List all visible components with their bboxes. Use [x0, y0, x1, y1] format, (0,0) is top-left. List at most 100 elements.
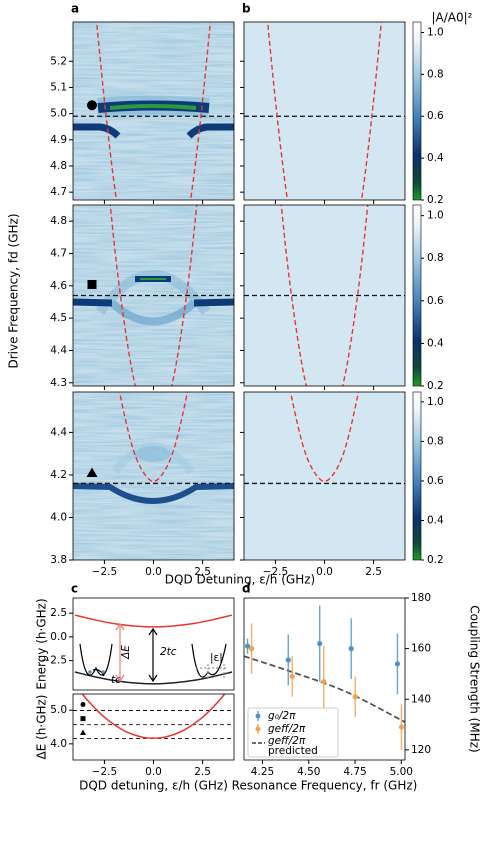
legend-marker — [255, 713, 261, 719]
marker-square — [87, 280, 97, 289]
colorbar-tick-label: 0.6 — [427, 475, 444, 487]
y-tick-label: −2.5 — [42, 655, 68, 667]
legend-marker — [255, 726, 261, 732]
marker-triangle — [86, 467, 98, 477]
x-axis-label: Resonance Frequency, fr (GHz) — [232, 779, 418, 793]
y-tick-label: 4.7 — [50, 247, 67, 259]
colorbar-tick-label: 1.0 — [427, 396, 444, 408]
marker-triangle — [80, 729, 86, 735]
x-tick-label: 0.0 — [145, 766, 162, 778]
annotation: 2tc — [160, 646, 177, 658]
frame — [72, 693, 235, 761]
y-tick-label: 140 — [411, 693, 431, 705]
y-tick-label: 4.0 — [50, 511, 67, 523]
colorbar-tick-label: 1.0 — [427, 26, 444, 38]
model-curve — [266, 22, 383, 200]
panel-label: a — [71, 2, 79, 16]
y-tick-label: 160 — [411, 643, 431, 655]
heatmap-background — [244, 22, 405, 200]
x-tick-label: 4.25 — [251, 766, 274, 778]
line-series — [81, 694, 226, 739]
y-tick-label: 4.0 — [50, 738, 67, 750]
data-point — [398, 724, 405, 730]
marker-circle — [80, 702, 86, 707]
x-tick-label: 5.00 — [390, 766, 413, 778]
x-tick-label: −2.5 — [92, 766, 118, 778]
y-axis-label: Coupling Strength (MHz) — [468, 605, 482, 752]
colorbar-label: |A/A0|² — [432, 11, 473, 25]
marker-square — [80, 716, 86, 722]
colorbar-tick-label: 0.8 — [427, 252, 444, 264]
marker-circle — [87, 100, 97, 111]
legend-box — [247, 707, 339, 758]
y-tick-label: 4.3 — [50, 377, 67, 389]
y-tick-label: 4.2 — [50, 469, 67, 481]
colorbar-tick-label: 0.4 — [427, 514, 444, 526]
y-tick-label: 180 — [411, 592, 431, 604]
y-tick-label: 5.1 — [50, 81, 67, 93]
colorbar — [412, 21, 422, 201]
x-tick-label: 0.0 — [316, 566, 333, 578]
y-tick-label: 5.0 — [50, 108, 67, 120]
x-tick-label: 4.50 — [297, 766, 320, 778]
colorbar-tick-label: 0.6 — [427, 110, 444, 122]
x-axis-label: DQD Detuning, ε/h (GHz) — [165, 573, 315, 587]
colorbar-tick-label: 1.0 — [427, 210, 444, 222]
data-point — [317, 640, 323, 647]
data-point — [285, 657, 291, 663]
heatmap-background — [244, 392, 405, 560]
panel-label: b — [242, 2, 251, 16]
colorbar-tick-label: 0.6 — [427, 295, 444, 307]
y-tick-label: 5.2 — [50, 55, 67, 67]
model-curve — [95, 22, 212, 200]
x-tick-label: 0.0 — [145, 566, 162, 578]
data-point — [244, 643, 251, 649]
y-tick-label: 3.8 — [50, 554, 67, 566]
data-point — [352, 694, 358, 700]
data-point — [289, 673, 295, 680]
frame — [243, 597, 406, 761]
data-point — [348, 646, 354, 652]
schematic — [79, 622, 227, 683]
colorbar-tick-label: 0.8 — [427, 68, 444, 80]
panel-label: c — [71, 582, 78, 596]
y-tick-label: 5.0 — [50, 704, 67, 716]
y-tick-label: 4.7 — [50, 186, 67, 198]
data-point — [321, 678, 327, 685]
y-tick-label: 4.5 — [50, 312, 67, 324]
predicted-line — [244, 655, 405, 723]
y-tick-label: 4.4 — [50, 426, 67, 438]
colorbar-tick-label: 0.2 — [427, 380, 444, 392]
annotation: ΔE — [120, 645, 132, 660]
heatmap-noise — [73, 392, 234, 560]
colorbar-tick-label: 0.4 — [427, 337, 444, 349]
panel-label: d — [242, 582, 251, 596]
legend-label: g₀/2π — [268, 710, 296, 722]
colorbar-tick-label: 0.8 — [427, 435, 444, 447]
y-tick-label: 2.5 — [50, 607, 67, 619]
y-tick-label: 0.0 — [50, 631, 67, 643]
y-axis-label: Drive Frequency, fd (GHz) — [7, 213, 21, 368]
colorbar-tick-label: 0.4 — [427, 152, 444, 164]
y-tick-label: 4.6 — [50, 280, 67, 292]
colorbar — [412, 391, 422, 561]
x-tick-label: 2.5 — [365, 566, 382, 578]
data-point — [394, 661, 401, 667]
colorbar-tick-label: 0.2 — [427, 554, 444, 566]
line-series — [74, 671, 233, 685]
line-series — [74, 614, 233, 628]
legend-label: predicted — [268, 745, 318, 757]
x-tick-label: 2.5 — [194, 566, 211, 578]
y-axis-label: Energy (h·GHz) — [35, 598, 49, 689]
x-tick-label: 4.75 — [343, 766, 366, 778]
legend-label: geff/2π — [268, 723, 306, 735]
legend-label: geff/2π — [268, 735, 306, 747]
x-tick-label: 2.5 — [194, 766, 211, 778]
frame — [72, 597, 235, 691]
annotation: |ε| — [210, 652, 223, 664]
y-tick-label: 120 — [411, 744, 431, 756]
colorbar-tick-label: 0.2 — [427, 194, 444, 206]
y-tick-label: 4.4 — [50, 344, 67, 356]
x-axis-label: DQD detuning, ε/h (GHz) — [79, 779, 228, 793]
